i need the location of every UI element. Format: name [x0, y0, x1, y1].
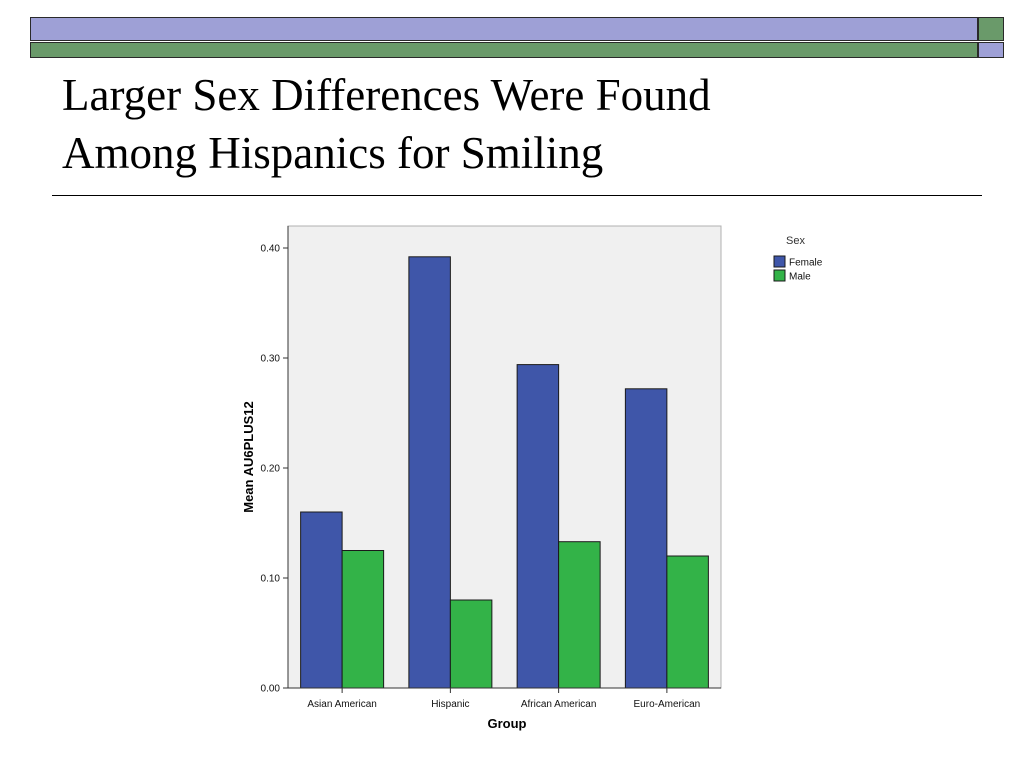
header-band-green [30, 42, 978, 58]
x-tick-label: Asian American [307, 699, 376, 710]
bar-male-3 [666, 555, 709, 689]
bar-female-3 [624, 388, 668, 689]
slide-title: Larger Sex Differences Were Found Among … [62, 66, 962, 182]
header-corner-square-purple [978, 42, 1004, 58]
legend-swatch-male [773, 269, 786, 282]
x-tick-label: Euro-American [634, 699, 701, 710]
slide-title-line-2: Among Hispanics for Smiling [62, 128, 604, 178]
bar-male-1 [449, 599, 493, 689]
title-divider [52, 195, 982, 196]
y-tick-label: 0.30 [261, 354, 281, 365]
y-tick-label: 0.20 [261, 464, 281, 475]
header-band-purple [30, 17, 978, 41]
x-tick-label: African American [521, 699, 597, 710]
x-axis-label: Group [488, 716, 527, 731]
bar-male-2 [558, 541, 601, 689]
bar-female-2 [516, 364, 560, 689]
legend-label-male: Male [789, 272, 811, 283]
y-tick-label: 0.40 [261, 244, 281, 255]
legend-title: Sex [786, 235, 805, 247]
x-tick-label: Hispanic [431, 699, 469, 710]
legend-label-female: Female [789, 258, 823, 269]
legend: Sex Female Male [773, 235, 823, 283]
legend-swatch-female [773, 255, 786, 268]
y-tick-label: 0.00 [261, 684, 281, 695]
bar-male-0 [341, 550, 385, 689]
header-corner-square-green [978, 17, 1004, 41]
axes: Asian American Hispanic African American Eu… [261, 226, 721, 710]
y-tick-label: 0.10 [261, 574, 281, 585]
bar-group [300, 256, 709, 689]
bar-female-0 [300, 511, 343, 689]
slide-title-line-1: Larger Sex Differences Were Found [62, 70, 711, 120]
bar-female-1 [408, 256, 451, 689]
y-axis-label: Mean AU6PLUS12 [241, 401, 256, 513]
